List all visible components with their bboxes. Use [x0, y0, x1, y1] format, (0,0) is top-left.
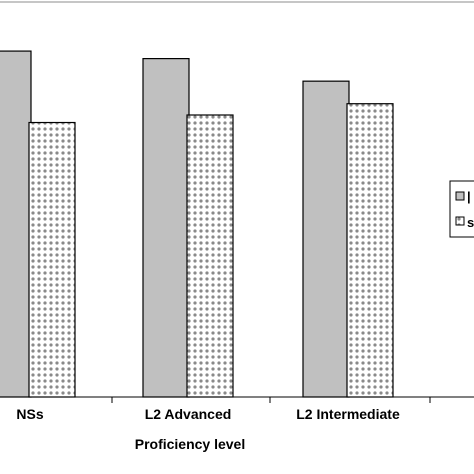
legend-box — [449, 180, 474, 238]
bar-series-2-l2-intermediate — [346, 103, 394, 398]
bar-series-1-l2-intermediate — [302, 80, 350, 398]
x-axis-tick-labels: NSs L2 Advanced L2 Intermediate — [16, 406, 400, 422]
legend-label-series-1: | — [467, 189, 471, 204]
x-tick-label-nss: NSs — [16, 406, 43, 422]
bar-series-2-nss — [28, 121, 76, 398]
legend: | s — [449, 180, 474, 238]
bar-series-1-l2-advanced — [142, 57, 190, 398]
x-axis-ticks — [111, 397, 431, 403]
bar-series-2-l2-advanced — [186, 114, 234, 398]
x-tick-label-l2-advanced: L2 Advanced — [145, 406, 232, 422]
bars-group — [0, 50, 394, 398]
legend-label-series-2: s — [467, 215, 474, 230]
x-axis-title: Proficiency level — [135, 436, 246, 452]
legend-swatch-series-2 — [455, 216, 465, 226]
bar-series-1-nss — [0, 50, 32, 398]
legend-swatch-series-1 — [455, 191, 465, 201]
x-tick-label-l2-intermediate: L2 Intermediate — [296, 406, 400, 422]
